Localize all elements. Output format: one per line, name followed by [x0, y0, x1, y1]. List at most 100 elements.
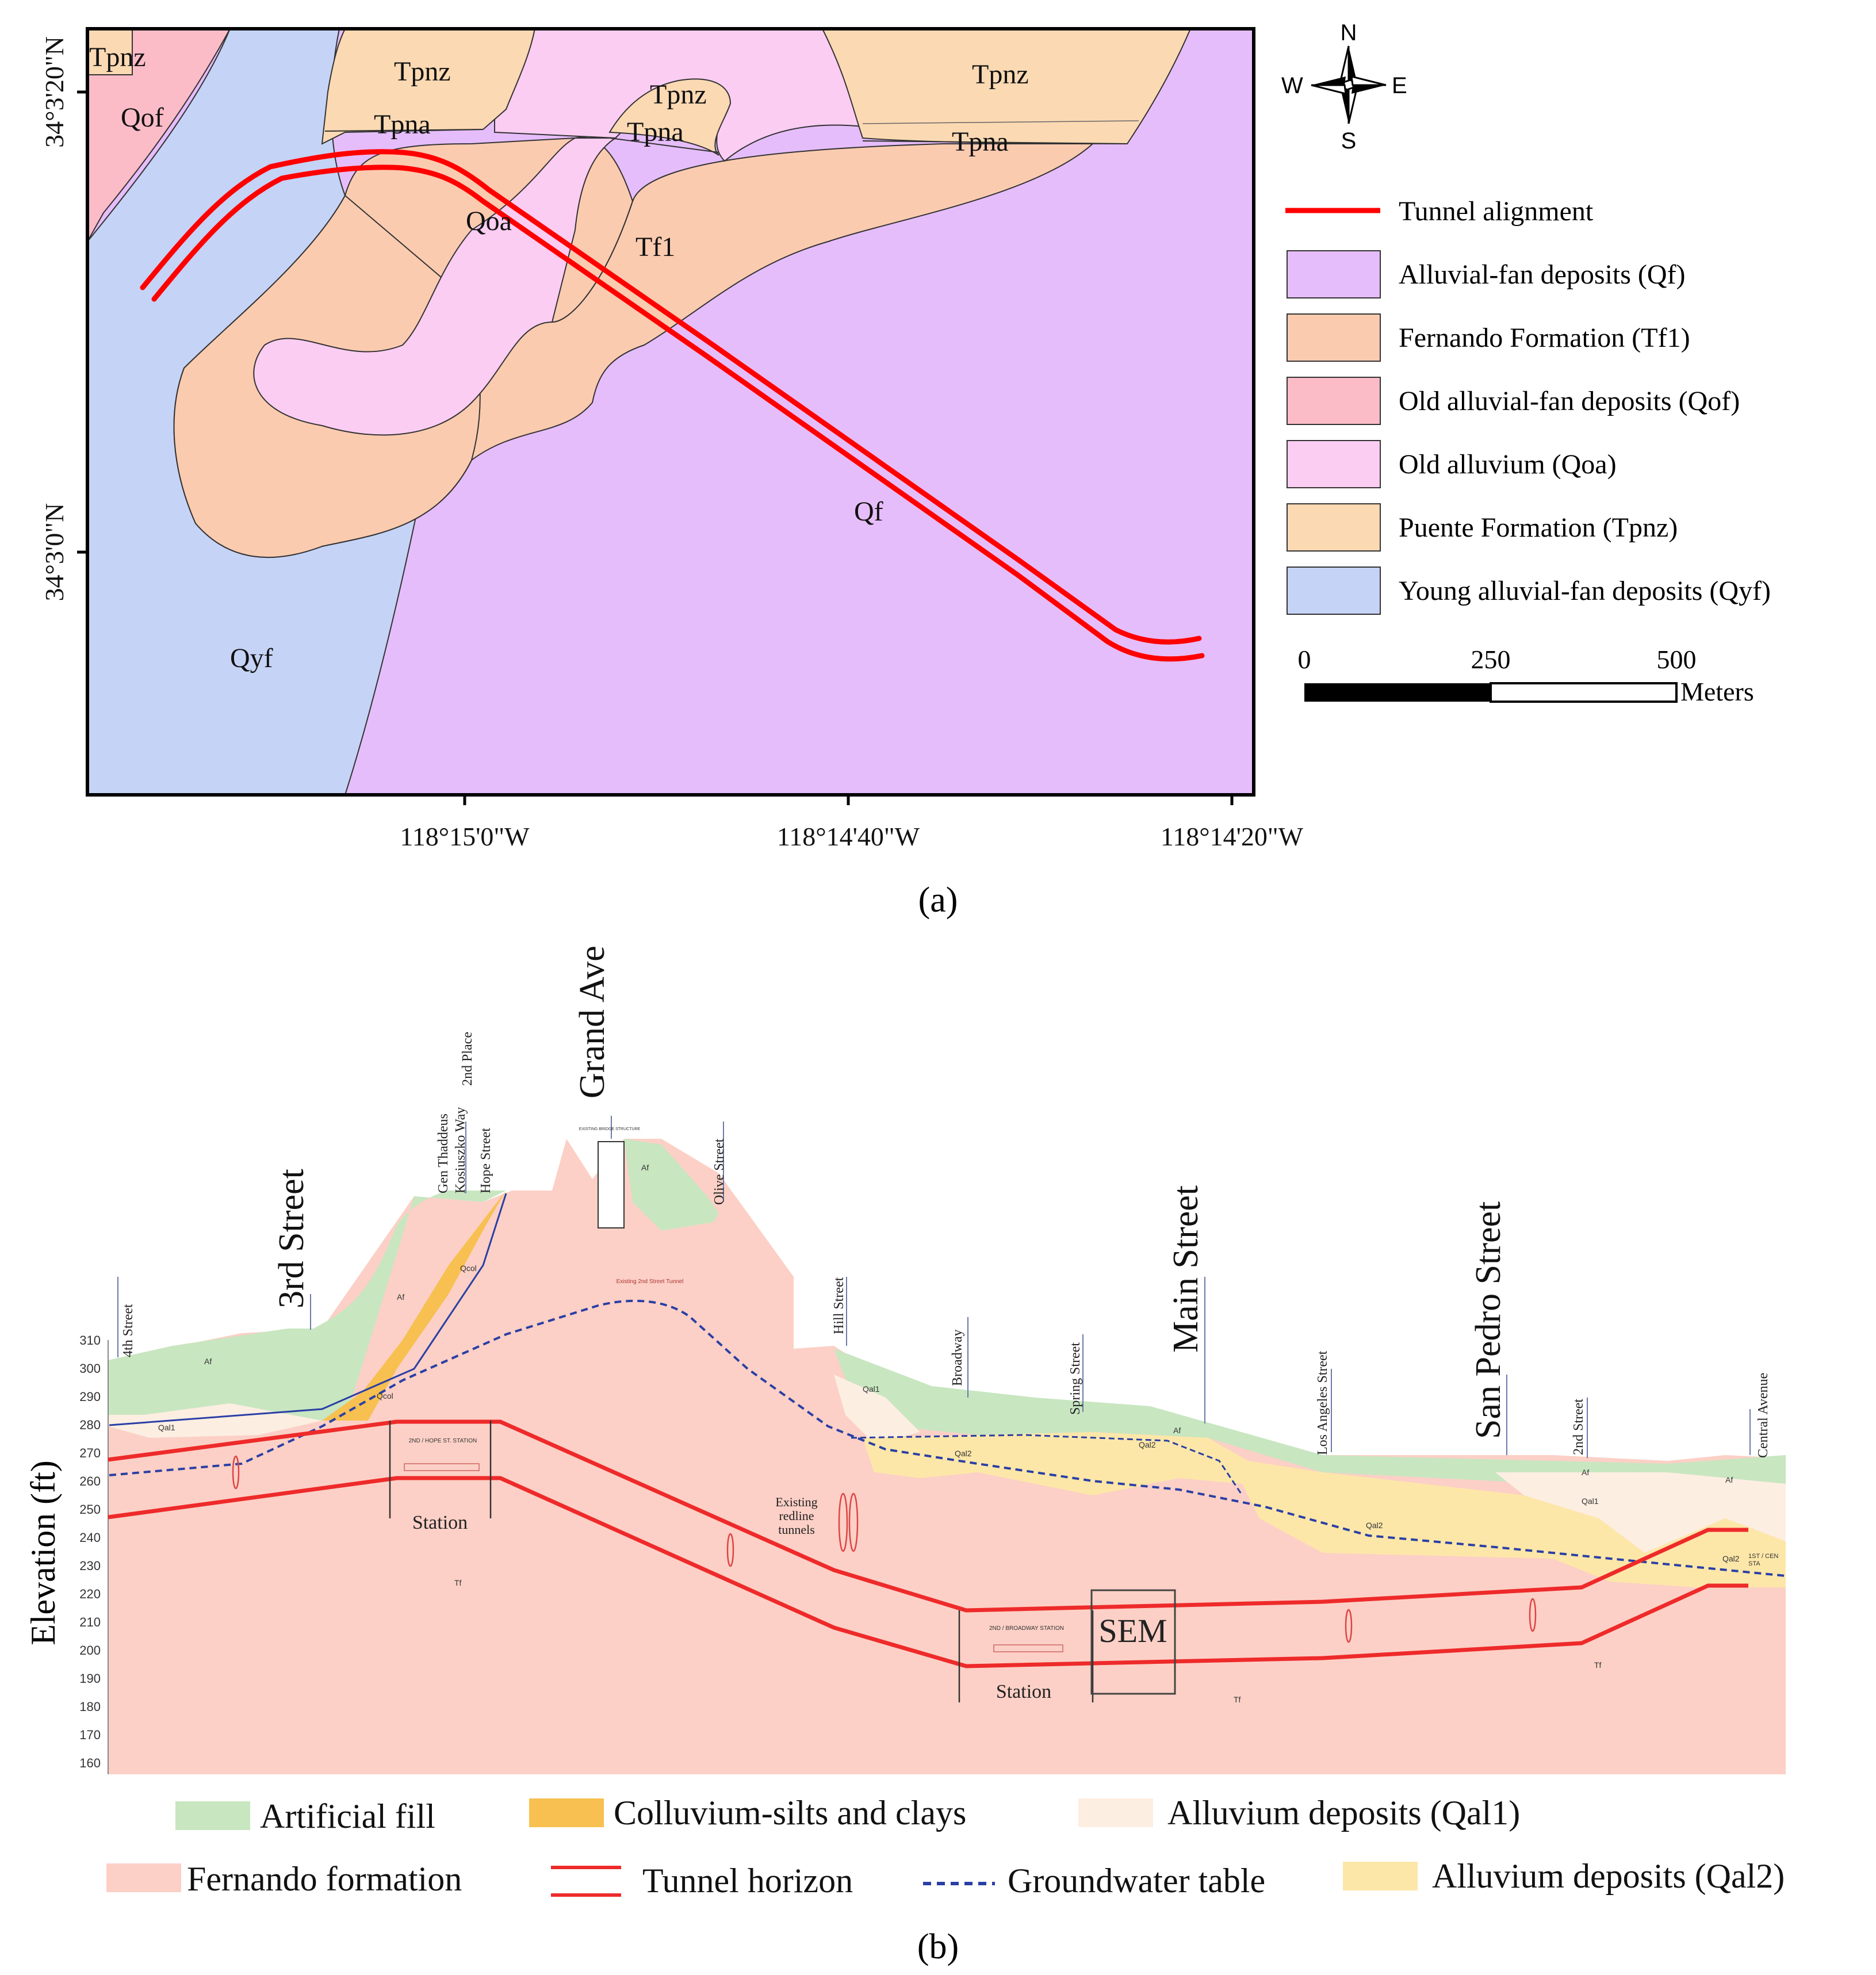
map-unit-tpnz-1 [321, 29, 536, 145]
bridge-structure [598, 1141, 625, 1228]
unit-qal2 [863, 1432, 1786, 1587]
station-right-label: Station [996, 1681, 1051, 1702]
central-station-label: 1ST / CEN STA [1748, 1553, 1779, 1567]
tag-tf: Tf [1234, 1695, 1241, 1704]
street-2nd-place: 2nd Place [460, 1032, 475, 1086]
tag-af: Af [1725, 1475, 1733, 1484]
legend-qf: Alluvial-fan deposits (Qf) [1287, 250, 1686, 298]
tag-tf: Tf [1594, 1660, 1602, 1670]
street-grand-ave: Grand Ave [573, 946, 612, 1099]
legend-label: Colluvium-silts and clays [614, 1794, 966, 1832]
label-tpna-c: Tpna [952, 127, 1009, 157]
y-tick-230: 230 [79, 1559, 101, 1573]
label-tpnz-c: Tpnz [650, 79, 707, 110]
street-gen-thaddeus: Gen Thaddeus [436, 1113, 451, 1193]
map-unit-tf1 [459, 143, 1094, 462]
map-frame [86, 27, 1255, 797]
legend-label: Old alluvium (Qoa) [1399, 449, 1617, 480]
street-spring: Spring Street [1068, 1342, 1083, 1415]
legend-artificial-fill: Artificial fill [175, 1797, 435, 1835]
tag-qal1: Qal1 [158, 1423, 175, 1432]
tag-af: Af [1582, 1468, 1589, 1477]
map-unit-tpnz-4 [87, 29, 133, 75]
y-tick-240: 240 [79, 1530, 101, 1545]
tag-qal2: Qal2 [955, 1449, 972, 1458]
unit-af-grand [624, 1139, 719, 1231]
y-tick-310: 310 [79, 1333, 101, 1348]
label-qf: Qf [854, 496, 883, 527]
section-legend: Artificial fill Colluvium-silts and clay… [106, 1794, 1785, 1900]
tunnel-alignment [140, 149, 1205, 662]
y-tick-280: 280 [79, 1418, 101, 1432]
lat-label-2: 34°3'0"N [40, 503, 69, 602]
y-tick-270: 270 [79, 1446, 101, 1460]
tag-qal1: Qal1 [1582, 1496, 1599, 1506]
map-legend: Tunnel alignment Alluvial-fan deposits (… [1285, 196, 1771, 615]
legend-label: Fernando formation [187, 1860, 462, 1898]
y-tick-300: 300 [79, 1361, 101, 1376]
label-tpna-a: Tpna [374, 109, 431, 140]
legend-tf1: Fernando Formation (Tf1) [1287, 313, 1690, 362]
street-hope: Hope Street [478, 1128, 493, 1193]
scale-tick-250: 250 [1471, 645, 1511, 674]
y-tick-190: 190 [79, 1671, 101, 1686]
label-tpnz-b: Tpnz [394, 56, 451, 87]
compass-w: W [1281, 73, 1303, 98]
legend-qof: Old alluvial-fan deposits (Qof) [1287, 377, 1740, 425]
tag-qal2: Qal2 [1722, 1554, 1740, 1563]
legend-label: Alluvial-fan deposits (Qf) [1399, 259, 1686, 290]
broadway-station-label: 2ND / BROADWAY STATION [989, 1625, 1064, 1632]
legend-label: Old alluvial-fan deposits (Qof) [1399, 386, 1740, 416]
y-tick-210: 210 [79, 1615, 101, 1629]
y-tick-260: 260 [79, 1474, 101, 1488]
tag-qcol: Qcol [460, 1264, 477, 1273]
tag-af: Af [204, 1357, 212, 1366]
perched-water-east [851, 1434, 1243, 1496]
tunnel-horizon [108, 1419, 1748, 1668]
lon-label-3: 118°14'20"W [1161, 822, 1304, 851]
existing-2nd-tunnel-label: Existing 2nd Street Tunnel [616, 1279, 684, 1285]
legend-groundwater: Groundwater table [923, 1862, 1265, 1900]
lon-label-2: 118°14'40"W [777, 822, 920, 851]
map-ticks [77, 90, 1234, 805]
label-tpnz-d: Tpnz [972, 59, 1029, 90]
y-tick-160: 160 [79, 1756, 101, 1770]
tag-qal1: Qal1 [863, 1384, 880, 1394]
legend-colluvium: Colluvium-silts and clays [529, 1794, 966, 1832]
compass-s: S [1341, 128, 1357, 154]
street-hill: Hill Street [832, 1277, 847, 1334]
legend-qal1: Alluvium deposits (Qal1) [1078, 1794, 1520, 1832]
street-3rd: 3rd Street [272, 1169, 311, 1308]
tag-qal2: Qal2 [1139, 1440, 1156, 1449]
street-labels-minor: 4th Street Gen Thaddeus Kosiuszko Way 2n… [121, 1032, 1771, 1458]
legend-tunnel-alignment: Tunnel alignment [1285, 196, 1594, 227]
tag-tf: Tf [454, 1578, 462, 1587]
label-tf1: Tf1 [635, 232, 675, 262]
station-boxes [389, 1421, 1176, 1702]
legend-fernando: Fernando formation [106, 1860, 462, 1898]
y-tick-250: 250 [79, 1502, 101, 1517]
unit-tags: Af Af Af Af Af Af Qal1 Qal1 Qal1 Qal2 Qa… [158, 1163, 1740, 1704]
legend-label: Alluvium deposits (Qal1) [1167, 1794, 1520, 1832]
compass-e: E [1392, 73, 1407, 98]
label-qoa: Qoa [466, 206, 512, 236]
y-tick-180: 180 [79, 1700, 101, 1714]
label-qof: Qof [121, 102, 164, 133]
unit-af-west [108, 1191, 506, 1421]
y-axis-title: Elevation (ft) [24, 1460, 62, 1645]
cross-section: 310 300 290 280 270 260 250 240 230 220 … [24, 946, 1786, 1966]
legend-tunnel-horizon: Tunnel horizon [551, 1862, 853, 1900]
legend-label: Artificial fill [260, 1797, 435, 1835]
scale-tick-0: 0 [1298, 645, 1311, 674]
map-unit-tpnz-2 [608, 78, 732, 156]
legend-label: Tunnel alignment [1399, 196, 1594, 227]
y-tick-200: 200 [79, 1643, 101, 1658]
tag-af: Af [641, 1163, 649, 1172]
caption-b: (b) [917, 1927, 959, 1966]
elevation-axis: 310 300 290 280 270 260 250 240 230 220 … [24, 1333, 109, 1774]
tag-qcol: Qcol [377, 1391, 393, 1400]
existing-redline-tunnels [232, 1455, 1537, 1643]
street-los-angeles: Los Angeles Street [1315, 1350, 1330, 1455]
street-4th: 4th Street [121, 1304, 136, 1357]
legend-label: Tunnel horizon [642, 1862, 853, 1900]
